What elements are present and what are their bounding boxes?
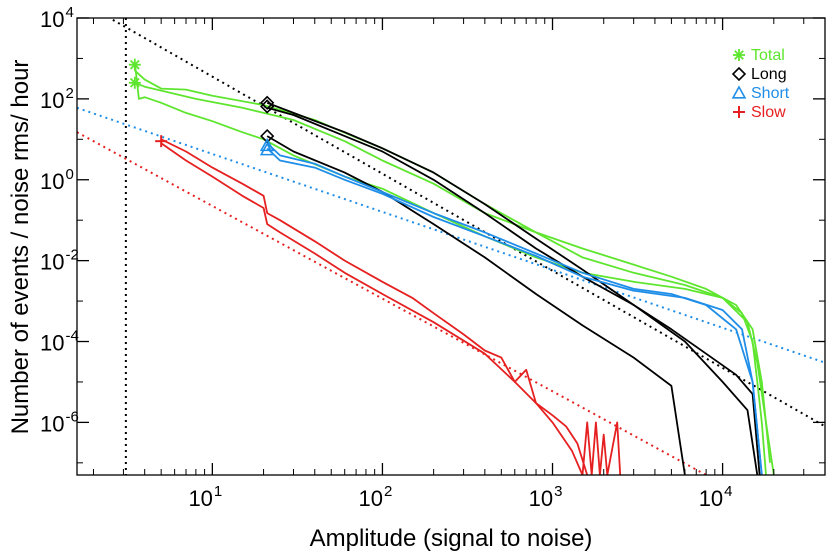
series-line-slow-10 (581, 421, 622, 475)
y-tick-exp-0: 4 (65, 4, 73, 21)
x-tick-label-0: 101 (188, 483, 222, 511)
x-tick-label-2: 103 (529, 483, 563, 511)
y-axis-label: Number of events / noise rms/ hour (7, 60, 34, 435)
fit-line-0 (112, 18, 825, 428)
y-tick-exp-2: 0 (65, 166, 73, 183)
series-line-long-5 (266, 135, 686, 475)
fit-line-2 (77, 131, 707, 475)
marker-short-1 (259, 142, 275, 156)
y-tick-label-3: 10-2 (40, 247, 79, 275)
axis-ticks (77, 17, 825, 475)
y-tick-label-5: 10-6 (40, 408, 79, 436)
legend-marker-short (731, 85, 747, 99)
marker-long-0 (260, 95, 275, 110)
y-tick-label-4: 10-4 (40, 328, 79, 356)
series-line-short-6 (266, 142, 763, 475)
legend-label-short: Short (751, 85, 790, 102)
marker-total-0 (128, 58, 141, 71)
marker-short-0 (259, 137, 275, 152)
y-tick-labels: 104 102 100 10-2 10-4 10-6 (40, 4, 79, 436)
series-line-slow-9 (160, 138, 589, 475)
series-line-long-3 (266, 101, 761, 475)
legend-label-long: Long (751, 66, 787, 83)
x-tick-label-3: 104 (699, 483, 733, 511)
legend-marker-total (733, 49, 745, 61)
x-axis-label: Amplitude (signal to noise) (310, 525, 593, 552)
legend-label-total: Total (751, 47, 785, 64)
y-tick-exp-1: 2 (65, 85, 73, 102)
y-tick-label-0: 104 (40, 4, 74, 32)
x-tick-exp-2: 3 (554, 483, 562, 500)
marker-total-1 (128, 76, 141, 89)
legend-label-slow: Slow (751, 104, 786, 121)
y-tick-exp-4: -4 (65, 328, 78, 345)
legend-marker-slow (733, 106, 745, 118)
marker-long-1 (260, 99, 275, 114)
y-tick-label-2: 100 (40, 166, 74, 194)
x-tick-label-1: 102 (359, 483, 393, 511)
series-line-long-4 (266, 106, 759, 475)
y-tick-label-1: 102 (40, 85, 74, 113)
series-line-short-7 (266, 147, 763, 475)
legend-marker-long (731, 66, 747, 82)
plot-area (77, 18, 825, 475)
series-line-slow-8 (160, 142, 584, 475)
plot-frame (76, 17, 826, 476)
x-tick-exp-1: 2 (384, 483, 392, 500)
x-tick-labels: 101 102 103 104 (188, 483, 732, 511)
series-line-total-2 (133, 62, 767, 475)
marker-slow-0 (155, 135, 168, 148)
legend: Total Long Short Slow (731, 47, 790, 121)
x-tick-exp-0: 1 (214, 483, 222, 500)
marker-long-2 (260, 128, 275, 144)
series-line-total-1 (134, 69, 775, 475)
y-tick-exp-3: -2 (65, 247, 78, 264)
y-tick-exp-5: -6 (65, 408, 78, 425)
x-tick-exp-3: 4 (724, 483, 732, 500)
